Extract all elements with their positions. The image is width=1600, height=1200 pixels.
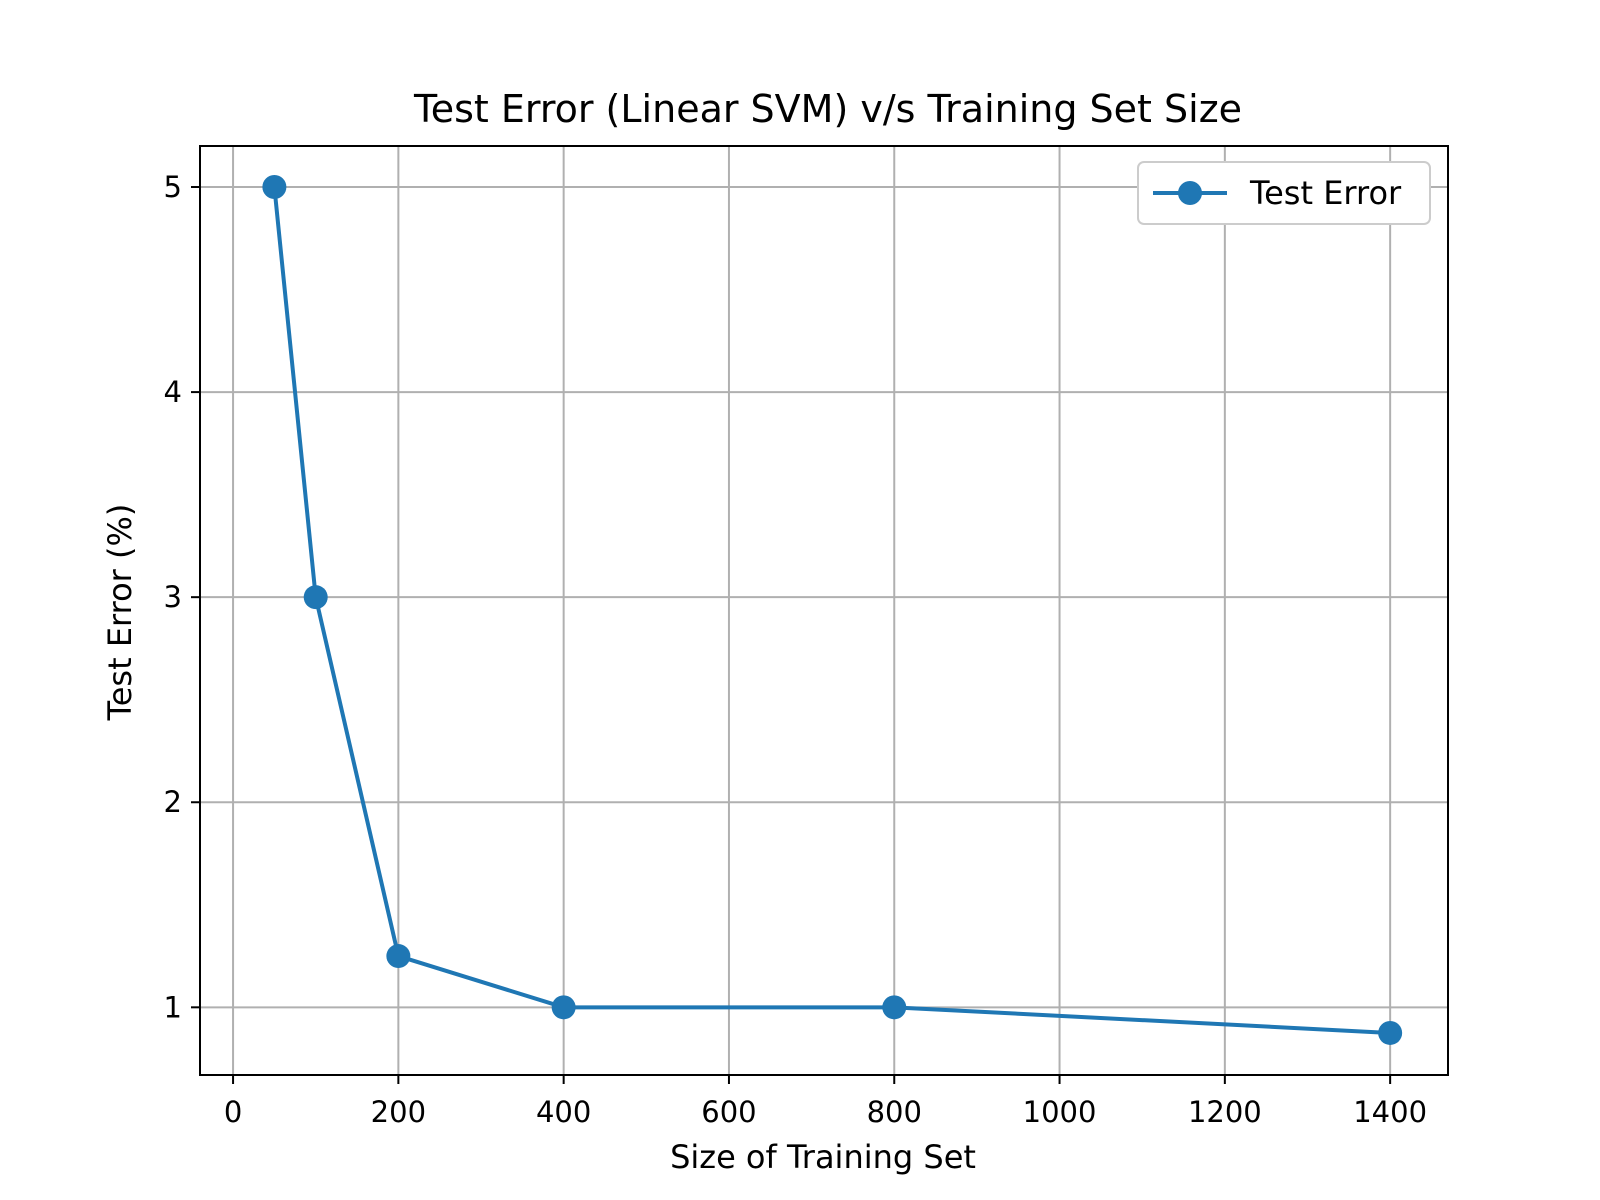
axis-ticks: 0 200 400 600 800 1000 1200 1400 1 2 3 4 5 xyxy=(164,170,1428,1129)
data-point xyxy=(386,944,411,969)
data-point xyxy=(262,175,287,200)
x-tick-label: 0 xyxy=(224,1095,242,1129)
y-tick-label: 2 xyxy=(164,785,182,819)
x-tick-label: 1200 xyxy=(1188,1095,1262,1129)
x-tick-label: 400 xyxy=(536,1095,591,1129)
legend-box xyxy=(1137,161,1431,225)
y-tick-label: 3 xyxy=(164,580,182,614)
x-tick-label: 200 xyxy=(371,1095,426,1129)
x-tick-label: 1400 xyxy=(1353,1095,1427,1129)
y-tick-label: 5 xyxy=(164,170,182,204)
legend: Test Error xyxy=(1137,161,1431,225)
x-tick-label: 1000 xyxy=(1023,1095,1097,1129)
legend-label: Test Error xyxy=(1249,174,1402,212)
y-tick-label: 4 xyxy=(164,375,182,409)
x-tick-label: 800 xyxy=(867,1095,922,1129)
grid xyxy=(200,146,1448,1075)
chart-title: Test Error (Linear SVM) v/s Training Set… xyxy=(413,87,1242,131)
x-axis-title: Size of Training Set xyxy=(670,1138,976,1176)
data-point xyxy=(303,585,328,610)
series-line xyxy=(272,186,1391,1035)
y-tick-label: 1 xyxy=(164,990,182,1024)
data-point xyxy=(1378,1020,1403,1045)
data-point xyxy=(882,995,907,1020)
plot-frame xyxy=(199,145,1449,1076)
series-layer xyxy=(262,175,1403,1045)
data-point xyxy=(551,995,576,1020)
y-axis-title: Test Error (%) xyxy=(101,504,139,722)
x-tick-label: 600 xyxy=(701,1095,756,1129)
legend-marker-swatch xyxy=(1178,181,1202,205)
